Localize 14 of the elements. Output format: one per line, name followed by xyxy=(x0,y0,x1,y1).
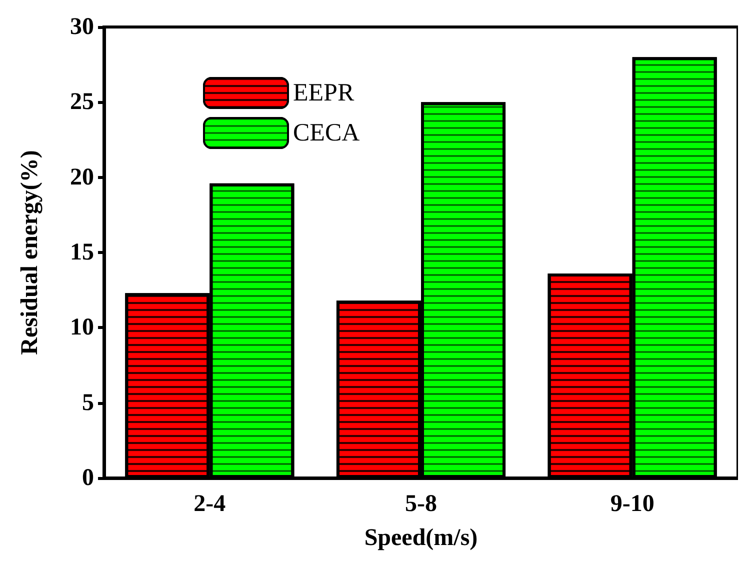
y-tick-label: 25 xyxy=(70,89,94,116)
legend-label: EEPR xyxy=(293,80,354,106)
y-tick-label: 10 xyxy=(70,314,94,341)
y-tick-label: 20 xyxy=(70,164,94,190)
y-tick-label: 5 xyxy=(82,390,94,416)
y-tick-label: 0 xyxy=(82,465,94,491)
x-axis-title: Speed(m/s) xyxy=(364,525,478,551)
x-tick-label: 5-8 xyxy=(405,491,437,517)
y-axis-title: Residual energy(%) xyxy=(17,150,43,355)
x-tick-label: 9-10 xyxy=(610,491,654,517)
x-tick-label: 2-4 xyxy=(194,491,226,517)
y-tick-label: 15 xyxy=(70,240,94,266)
legend-label: CECA xyxy=(293,120,360,146)
y-tick-label: 30 xyxy=(70,14,94,40)
